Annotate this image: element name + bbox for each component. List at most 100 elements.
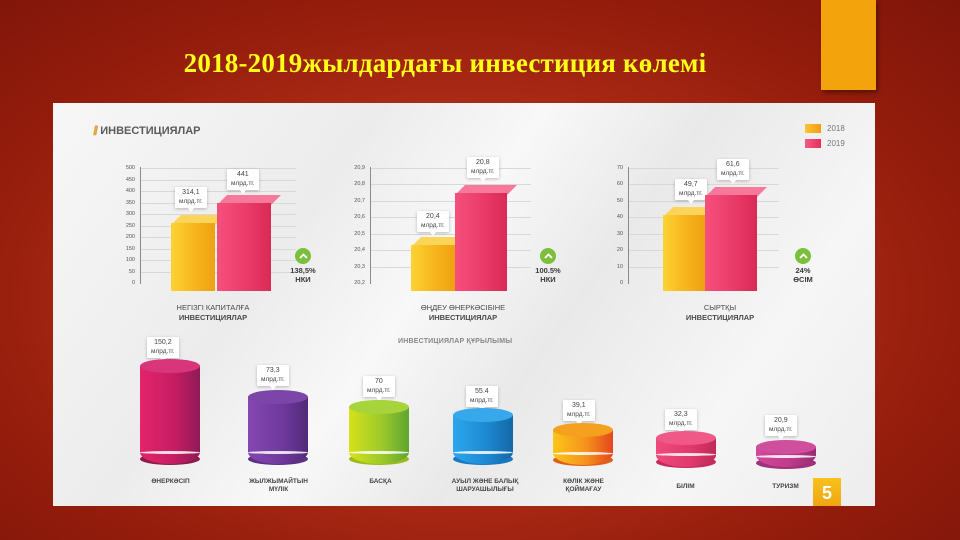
gridline xyxy=(629,200,779,202)
value-callout: 32,3 млрд.тг. xyxy=(665,409,697,434)
value-callout: 20,9 млрд.тг. xyxy=(765,415,797,440)
y-tick: 300 xyxy=(125,211,135,217)
y-tick: 20,7 xyxy=(354,197,365,204)
y-tick: 200 xyxy=(125,234,135,240)
y-axis xyxy=(628,167,629,284)
y-tick: 50 xyxy=(128,268,135,275)
category-label: БАСҚА xyxy=(369,478,392,485)
chevron-up-icon xyxy=(295,248,311,264)
y-tick: 150 xyxy=(125,245,135,252)
panel-heading: // ИНВЕСТИЦИЯЛАР xyxy=(93,123,201,138)
cylinder-other xyxy=(349,400,409,470)
value-callout: 314,1 млрд.тг. xyxy=(175,187,207,212)
y-tick: 0 xyxy=(131,280,135,286)
y-axis xyxy=(140,167,141,284)
bar-2018 xyxy=(663,207,715,291)
y-tick: 20,3 xyxy=(354,263,365,270)
chevron-up-icon xyxy=(540,248,556,264)
growth-indicator: 24% ӨСІМ xyxy=(783,248,823,284)
panel-heading-text: ИНВЕСТИЦИЯЛАР xyxy=(100,124,201,137)
legend-item-2018: 2018 xyxy=(805,124,845,133)
chart-caption: ӨҢДЕУ ӨНЕРКӘСІБІНЕ ИНВЕСТИЦИЯЛАР xyxy=(420,303,506,322)
gridline xyxy=(141,168,296,169)
section-heading: ИНВЕСТИЦИЯЛАР ҚҰРЫЛЫМЫ xyxy=(398,338,513,345)
y-tick: 20 xyxy=(616,247,623,253)
growth-indicator: 138,5% НКИ xyxy=(283,248,323,284)
page-number: 5 xyxy=(813,478,841,506)
chart-caption: НЕГІЗГІ КАПИТАЛҒА ИНВЕСТИЦИЯЛАР xyxy=(176,303,250,322)
category-label: КӨЛІК ЖӘНЕ ҚОЙМАҒАУ xyxy=(563,478,604,494)
category-label: БІЛІМ xyxy=(676,483,695,490)
legend-swatch-2018 xyxy=(805,124,821,133)
cylinder-agriculture xyxy=(453,408,513,470)
gridline xyxy=(141,191,296,192)
y-tick: 40 xyxy=(616,214,623,220)
chart-manufacturing: 20,2 20,3 20,4 20,5 20,6 20,7 20,8 20,9 … xyxy=(343,157,533,291)
gridline xyxy=(371,200,531,202)
y-tick: 20,2 xyxy=(354,280,365,286)
y-tick: 70 xyxy=(616,165,623,171)
slash-icon: // xyxy=(93,123,98,138)
gridline xyxy=(371,168,531,169)
y-tick: 450 xyxy=(125,176,135,183)
bar-2018 xyxy=(411,237,465,291)
y-tick: 20,9 xyxy=(354,165,365,171)
y-tick: 60 xyxy=(616,181,623,187)
y-tick: 20,5 xyxy=(354,230,365,237)
value-callout: 441 млрд.тг. xyxy=(227,169,259,194)
value-callout: 61,6 млрд.тг. xyxy=(717,159,749,184)
infographic-panel: // ИНВЕСТИЦИЯЛАР 2018 2019 0 50 100 150 … xyxy=(53,103,875,506)
gridline xyxy=(371,184,531,185)
gridline xyxy=(371,233,531,235)
y-tick: 10 xyxy=(616,263,623,270)
cylinder-industry xyxy=(140,359,200,469)
bar-2019 xyxy=(455,185,517,291)
cylinder-tourism xyxy=(756,440,816,470)
y-tick: 20,4 xyxy=(354,247,365,253)
category-label: АУЫЛ ЖӘНЕ БАЛЫҚ ШАРУАШЫЛЫҒЫ xyxy=(451,478,519,494)
legend-label: 2019 xyxy=(827,139,845,148)
accent-bar xyxy=(821,0,876,90)
y-tick: 30 xyxy=(616,230,623,237)
gridline xyxy=(371,217,531,218)
y-tick: 350 xyxy=(125,199,135,206)
bar-2019 xyxy=(705,187,767,291)
y-tick: 50 xyxy=(616,197,623,204)
y-tick: 20,8 xyxy=(354,181,365,187)
y-tick: 250 xyxy=(125,222,135,229)
value-callout: 73,3 млрд.тг. xyxy=(257,365,289,390)
y-tick: 20,6 xyxy=(354,214,365,220)
chart-fixed-capital: 0 50 100 150 200 250 300 350 400 450 500… xyxy=(113,165,303,291)
value-callout: 55.4 млрд.тг. xyxy=(466,386,498,411)
bar-2019 xyxy=(217,195,281,291)
legend-item-2019: 2019 xyxy=(805,139,845,148)
value-callout: 20,4 млрд.тг. xyxy=(417,211,449,236)
legend: 2018 2019 xyxy=(805,124,845,154)
legend-label: 2018 xyxy=(827,124,845,133)
legend-swatch-2019 xyxy=(805,139,821,148)
value-callout: 20,8 млрд.тг. xyxy=(467,157,499,182)
growth-indicator: 100.5% НКИ xyxy=(528,248,568,284)
y-tick: 0 xyxy=(619,280,623,286)
slide-title: 2018-2019жылдардағы инвестиция көлемі xyxy=(183,48,707,78)
category-label: ЖЫЛЖЫМАЙТЫН МҮЛІК xyxy=(249,478,308,494)
chart-external: 0 10 20 30 40 50 60 70 49,7 млрд.тг. 61,6… xyxy=(601,159,791,291)
category-label: ӨНЕРКӘСІП xyxy=(151,478,190,485)
y-axis xyxy=(370,167,371,284)
bar-2018 xyxy=(171,215,225,291)
cylinder-education xyxy=(656,431,716,470)
gridline xyxy=(141,179,296,181)
chart-caption: СЫРТҚЫ ИНВЕСТИЦИЯЛАР xyxy=(685,303,755,322)
y-tick: 500 xyxy=(125,165,135,171)
value-callout: 70 млрд.тг. xyxy=(363,376,395,401)
gridline xyxy=(629,168,779,169)
y-tick: 400 xyxy=(125,188,135,194)
category-label: ТУРИЗМ xyxy=(772,483,799,490)
cylinder-real-estate xyxy=(248,390,308,470)
value-callout: 39,1 млрд.тг. xyxy=(563,400,595,425)
y-tick: 100 xyxy=(125,257,135,263)
cylinder-transport xyxy=(553,423,613,470)
value-callout: 49,7 млрд.тг. xyxy=(675,179,707,204)
value-callout: 150,2 млрд.тг. xyxy=(147,337,179,362)
chevron-up-icon xyxy=(795,248,811,264)
